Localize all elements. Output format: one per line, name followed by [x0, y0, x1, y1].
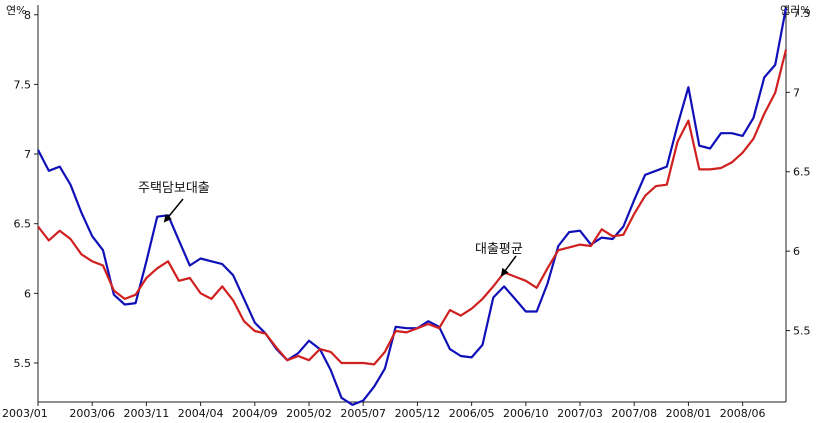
series-lines [37, 7, 788, 406]
x-tick-label: 2008/01 [666, 407, 712, 420]
right-ytick-label: 6 [793, 245, 800, 258]
x-tick-label: 2003/06 [69, 407, 115, 420]
x-tick-label: 2003/11 [124, 407, 170, 420]
x-tick-label: 2004/09 [232, 407, 278, 420]
left-ytick-label: 8 [24, 9, 31, 22]
right-ytick-label: 7.5 [793, 7, 811, 20]
right-axis-unit: 연리% [780, 4, 811, 17]
annotation-arrow [163, 198, 184, 223]
left-ytick-label: 6 [24, 287, 31, 300]
x-tick-label: 2003/01 [2, 407, 48, 420]
x-tick-label: 2005/07 [340, 407, 386, 420]
x-tick-label: 2006/05 [449, 407, 495, 420]
axes: 연% 연리% 5.5 6 6.5 7 7.5 8 5.5 6 6.5 7 7.5 2003/01 2003/… [2, 4, 811, 420]
x-tick-label: 2006/10 [503, 407, 549, 420]
x-tick-label: 2007/08 [611, 407, 657, 420]
left-ytick-label: 7 [24, 148, 31, 161]
left-ytick-label: 6.5 [14, 218, 32, 231]
right-ytick-label: 5.5 [793, 325, 811, 338]
right-ytick-label: 7 [793, 86, 800, 99]
annotation-arrow [500, 255, 517, 277]
left-ytick-label: 7.5 [14, 78, 32, 91]
x-tick-label: 2005/12 [395, 407, 441, 420]
x-tick-label: 2004/04 [178, 407, 224, 420]
series-line-0 [37, 7, 788, 406]
x-tick-label: 2005/02 [286, 407, 332, 420]
x-tick-label: 2007/03 [557, 407, 603, 420]
x-tick-label: 2008/06 [720, 407, 766, 420]
annotation-label: 대출평균 [475, 242, 523, 257]
left-axis-unit: 연% [6, 4, 27, 17]
left-ytick-label: 5.5 [14, 357, 32, 370]
annotation-label: 주택담보대출 [138, 181, 210, 196]
right-ytick-label: 6.5 [793, 166, 811, 179]
series-line-1 [37, 49, 788, 366]
